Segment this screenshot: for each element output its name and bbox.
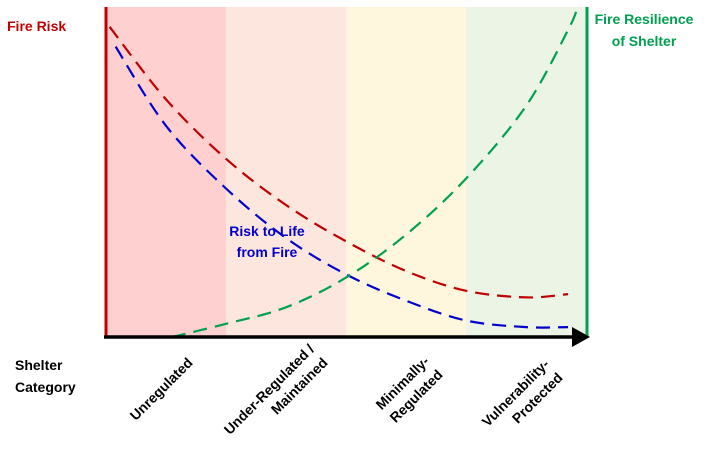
category-label: Minimally-Regulated — [372, 353, 445, 426]
category-band — [226, 7, 346, 337]
right-axis-title: Fire Resilience of Shelter — [595, 11, 694, 49]
category-band — [466, 7, 587, 337]
x-axis-arrowhead — [572, 327, 590, 347]
risk-to-life-label-line-2: from Fire — [237, 244, 298, 260]
risk-to-life-curve — [114, 46, 569, 329]
risk-to-life-label-line-1: Risk to Life — [229, 223, 305, 239]
category-band — [106, 7, 226, 337]
fire-resilience-curve — [171, 6, 579, 339]
right-axis-title-line-2: of Shelter — [612, 33, 677, 49]
right-axis-title-line-1: Fire Resilience — [595, 11, 694, 27]
x-axis-title-line-1: Shelter — [15, 357, 63, 373]
category-band — [346, 7, 466, 337]
category-label-line: Unregulated — [127, 354, 196, 423]
category-bands — [106, 7, 587, 337]
x-axis-title: Shelter Category — [15, 357, 76, 395]
x-axis-title-line-2: Category — [15, 379, 76, 395]
category-label: Unregulated — [127, 354, 196, 423]
category-labels: Unregulated Under-Regulated /Maintained Mi… — [127, 341, 566, 438]
left-axis-title: Fire Risk — [7, 18, 66, 34]
curves — [108, 6, 579, 339]
category-label: Under-Regulated /Maintained — [221, 341, 331, 438]
fire-risk-curve — [108, 26, 569, 299]
category-label: Vulnerability-Protected — [479, 356, 566, 430]
risk-to-life-label: Risk to Life from Fire — [229, 223, 305, 260]
